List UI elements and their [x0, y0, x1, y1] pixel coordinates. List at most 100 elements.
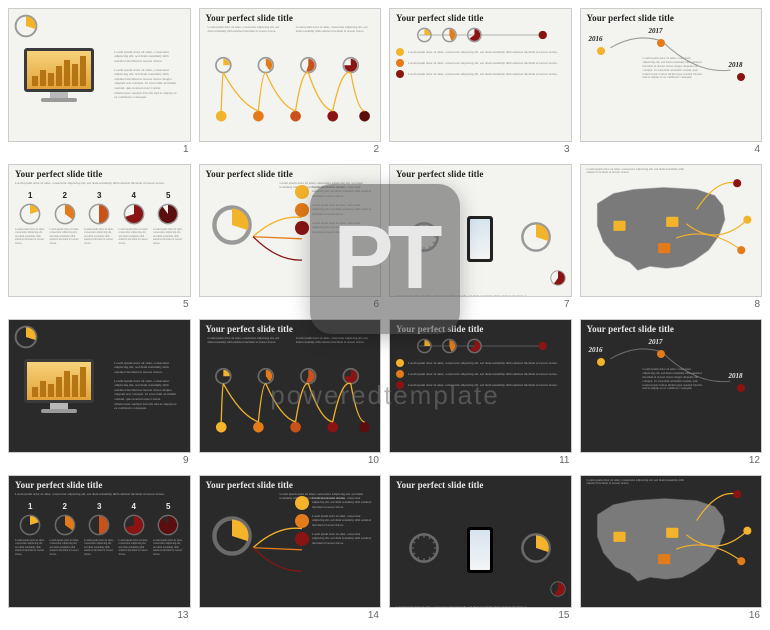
- timeline-node-icon: [737, 384, 745, 392]
- thumbnail-cell: Your perfect slide title201620172018Lore…: [580, 8, 763, 156]
- thumbnail-cell: Your perfect slide titleLorem ipsum dolo…: [389, 8, 572, 156]
- slide-number: 3: [389, 142, 572, 156]
- placeholder-text: Lorem ipsum dolor sit amet, consectetur …: [390, 605, 571, 608]
- slide-number: 9: [8, 453, 191, 467]
- slide-number: 2: [199, 142, 382, 156]
- slide-number: 1: [8, 142, 191, 156]
- timeline-node-icon: [657, 39, 665, 47]
- thumbnail-cell: Your perfect slide title Lorem ipsum dolo…: [389, 164, 572, 312]
- slide-thumbnail[interactable]: Your perfect slide title Lorem ipsum dolo…: [389, 475, 572, 609]
- timeline-year: 2017: [649, 338, 663, 346]
- thumbnail-cell: Your perfect slide titleLorem ipsum dolo…: [8, 164, 191, 312]
- thumbnail-cell: Your perfect slide titleLorem ipsum dolo…: [199, 319, 382, 467]
- placeholder-text: Lorem ipsum dolor sit amet, consectetur …: [48, 228, 83, 246]
- option-dot-icon: [396, 370, 404, 378]
- slide-number: 16: [580, 608, 763, 622]
- slide-thumbnail[interactable]: Your perfect slide titleLorem ipsum dolo…: [8, 475, 191, 609]
- pie-item: 1: [18, 502, 42, 537]
- timeline-year: 2017: [649, 27, 663, 35]
- thumbnail-cell: Your perfect slide title Lorem ipsum dolo…: [389, 475, 572, 623]
- slide-title: Your perfect slide title: [200, 165, 381, 181]
- corner-pie-icon: [549, 580, 567, 603]
- pie-item: 3: [87, 191, 111, 226]
- placeholder-text: Lorem ipsum dolor sit amet, consectetur …: [13, 228, 48, 246]
- thumbnail-cell: Your perfect slide titleLorem ipsum dolo…: [199, 8, 382, 156]
- placeholder-text: Lorem ipsum dolor sit amet, consectetur …: [312, 185, 372, 197]
- placeholder-text: Lorem ipsum dolor sit amet, consectetur …: [390, 294, 571, 297]
- slide-title: Your perfect slide title: [581, 320, 762, 336]
- slide-thumbnail[interactable]: Your perfect slide titleLorem ipsum dolo…: [199, 319, 382, 453]
- slide-number: 13: [8, 608, 191, 622]
- pie-number: 2: [63, 191, 67, 200]
- option-dot-icon: [396, 70, 404, 78]
- phone-icon: [467, 216, 493, 262]
- slide-thumbnail[interactable]: Lorem ipsum dolor sit amet, consectetur …: [8, 319, 191, 453]
- option-dot-icon: [396, 359, 404, 367]
- pie-item: 5: [156, 502, 180, 537]
- slide-number: 14: [199, 608, 382, 622]
- slide-thumbnail[interactable]: Your perfect slide titleLorem ipsum dolo…: [199, 8, 382, 142]
- pie-number: 3: [97, 191, 101, 200]
- slide-number: 8: [580, 297, 763, 311]
- dot-icon: [295, 221, 309, 235]
- slide-title: Your perfect slide title: [390, 165, 571, 181]
- clock-pie-icon: [407, 220, 441, 259]
- timeline-text: Lorem ipsum dolor sit amet, consectetur …: [643, 57, 703, 80]
- timeline: 201620172018Lorem ipsum dolor sit amet, …: [587, 29, 756, 89]
- placeholder-text: Lorem ipsum dolor sit amet, consectetur …: [587, 168, 689, 176]
- placeholder-text: Lorem ipsum dolor sit amet, consectetur …: [151, 228, 186, 246]
- list-item: Lorem ipsum dolor sit amet, consectetur …: [295, 185, 372, 199]
- slide-thumbnail[interactable]: Your perfect slide title Lorem ipsum dolo…: [389, 319, 572, 453]
- pie-number: 1: [28, 502, 32, 511]
- option-dot-icon: [396, 48, 404, 56]
- option-item: Lorem ipsum dolor sit amet, consectetur …: [396, 59, 565, 67]
- pie-row: 1 2 3 4 5: [9, 496, 190, 539]
- placeholder-text: Lorem ipsum dolor sit amet, consectetur …: [108, 68, 183, 100]
- monitor-icon: [24, 48, 94, 102]
- slide-title: Your perfect slide title: [390, 320, 571, 336]
- placeholder-text: Lorem ipsum dolor sit amet, consectetur …: [108, 361, 183, 375]
- slide-number: 11: [389, 453, 572, 467]
- slide-number: 15: [389, 608, 572, 622]
- placeholder-text: Lorem ipsum dolor sit amet, consectetur …: [408, 383, 565, 387]
- slide-thumbnail[interactable]: Your perfect slide title201620172018Lore…: [580, 319, 763, 453]
- slide-title: Your perfect slide title: [200, 320, 381, 336]
- slide-thumbnail[interactable]: Your perfect slide title Lorem ipsum dolo…: [389, 164, 572, 298]
- placeholder-text: Lorem ipsum dolor sit amet, consectetur …: [208, 336, 284, 344]
- option-item: Lorem ipsum dolor sit amet, consectetur …: [396, 70, 565, 78]
- list-item: Lorem ipsum dolor sit amet, consectetur …: [295, 496, 372, 510]
- option-dot-icon: [396, 381, 404, 389]
- slide-thumbnail[interactable]: Lorem ipsum dolor sit amet, consectetur …: [8, 8, 191, 142]
- thumbnail-cell: Your perfect slide titleLorem ipsum dolo…: [199, 475, 382, 623]
- pie-icon: [519, 531, 553, 570]
- slide-title: Your perfect slide title: [200, 9, 381, 25]
- slide-title: Your perfect slide title: [390, 476, 571, 492]
- thumbnail-cell: Lorem ipsum dolor sit amet, consectetur …: [580, 475, 763, 623]
- slide-thumbnail[interactable]: Lorem ipsum dolor sit amet, consectetur …: [580, 164, 763, 298]
- timeline-node-icon: [737, 73, 745, 81]
- pie-item: 3: [87, 502, 111, 537]
- slide-number: 6: [199, 297, 382, 311]
- pie-number: 4: [132, 502, 136, 511]
- placeholder-text: Lorem ipsum dolor sit amet, consectetur …: [587, 479, 689, 487]
- pie-item: 2: [53, 191, 77, 226]
- list-item: Lorem ipsum dolor sit amet, consectetur …: [295, 514, 372, 528]
- pie-item: 1: [18, 191, 42, 226]
- pie-row: 12345: [9, 185, 190, 228]
- slide-thumbnail[interactable]: Your perfect slide title201620172018Lore…: [580, 8, 763, 142]
- slide-thumbnail[interactable]: Your perfect slide title Lorem ipsum dolo…: [199, 164, 382, 298]
- slide-thumbnail[interactable]: Your perfect slide titleLorem ipsum dolo…: [8, 164, 191, 298]
- pie-number: 5: [166, 191, 170, 200]
- pie-item: 2: [53, 502, 77, 537]
- placeholder-text: Lorem ipsum dolor sit amet, consectetur …: [82, 228, 117, 246]
- placeholder-text: Lorem ipsum dolor sit amet, consectetur …: [117, 228, 152, 246]
- pie-number: 3: [97, 502, 101, 511]
- slide-thumbnail[interactable]: Lorem ipsum dolor sit amet, consectetur …: [580, 475, 763, 609]
- slide-thumbnail[interactable]: Your perfect slide titleLorem ipsum dolo…: [199, 475, 382, 609]
- slide-number: 7: [389, 297, 572, 311]
- option-dot-icon: [396, 59, 404, 67]
- placeholder-text: Lorem ipsum dolor sit amet, consectetur …: [9, 492, 190, 496]
- slide-thumbnail[interactable]: Your perfect slide titleLorem ipsum dolo…: [389, 8, 572, 142]
- usa-map: [585, 480, 758, 592]
- dot-icon: [295, 496, 309, 510]
